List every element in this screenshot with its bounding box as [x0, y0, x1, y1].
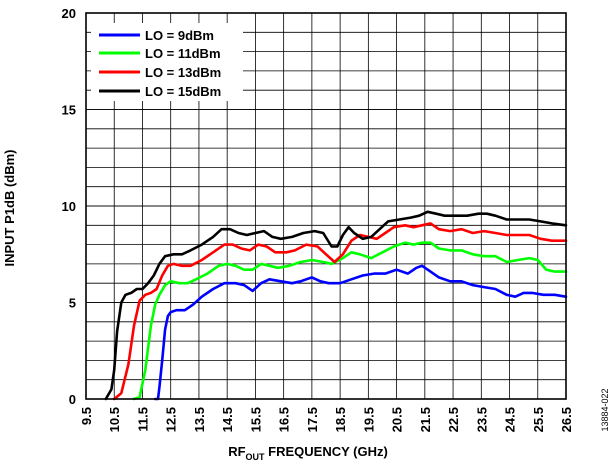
x-tick-label: 19.5: [361, 407, 376, 432]
series-lines: [104, 210, 568, 401]
x-tick-label: 21.5: [418, 407, 433, 432]
x-tick-label: 11.5: [135, 407, 150, 432]
y-axis-label: INPUT P1dB (dBm): [2, 150, 17, 267]
x-tick-label: 15.5: [248, 407, 263, 432]
legend-label: LO = 9dBm: [145, 28, 214, 43]
series-line-1: [132, 241, 568, 401]
series-line-2: [112, 222, 568, 401]
x-tick-label: 13.5: [192, 407, 207, 432]
series-line-3: [104, 210, 568, 401]
x-tick-label: 26.5: [559, 407, 574, 432]
y-tick-label: 5: [69, 296, 76, 311]
y-tick-labels: 0 5 10 15 20: [62, 6, 76, 407]
x-tick-label: 25.5: [531, 407, 546, 432]
x-tick-label: 16.5: [277, 407, 292, 432]
legend-item-lo-11: LO = 11dBm: [99, 46, 221, 61]
legend-item-lo-13: LO = 13dBm: [99, 65, 221, 80]
legend-label: LO = 13dBm: [145, 65, 221, 80]
x-tick-label: 14.5: [220, 407, 235, 432]
x-tick-label: 18.5: [333, 407, 348, 432]
plot-frame: [85, 12, 567, 400]
x-tick-label: 17.5: [305, 407, 320, 432]
series-line-0: [153, 264, 568, 401]
x-tick-label: 23.5: [474, 407, 489, 432]
x-tick-label: 24.5: [503, 407, 518, 432]
legend: LO = 9dBm LO = 11dBm LO = 13dBm LO = 15d…: [91, 23, 243, 101]
figure-id: 13884-022: [600, 388, 610, 431]
legend-item-lo-9: LO = 9dBm: [99, 28, 214, 43]
legend-item-lo-15: LO = 15dBm: [99, 84, 221, 99]
legend-label: LO = 15dBm: [145, 84, 221, 99]
x-tick-label: 22.5: [446, 407, 461, 432]
x-tick-label: 20.5: [390, 407, 405, 432]
y-tick-label: 0: [69, 392, 76, 407]
x-axis-label: RFOUT FREQUENCY (GHz): [228, 444, 388, 462]
x-tick-label: 9.5: [79, 407, 94, 425]
legend-label: LO = 11dBm: [145, 46, 221, 61]
y-tick-label: 10: [62, 199, 76, 214]
x-tick-label: 10.5: [107, 407, 122, 432]
x-tick-label: 12.5: [164, 407, 179, 432]
y-tick-label: 20: [62, 6, 76, 21]
x-tick-labels: 9.5 10.5 11.5 12.5 13.5 14.5 15.5 16.5 17.5 18.5 1…: [79, 407, 574, 432]
y-tick-label: 15: [62, 103, 76, 118]
